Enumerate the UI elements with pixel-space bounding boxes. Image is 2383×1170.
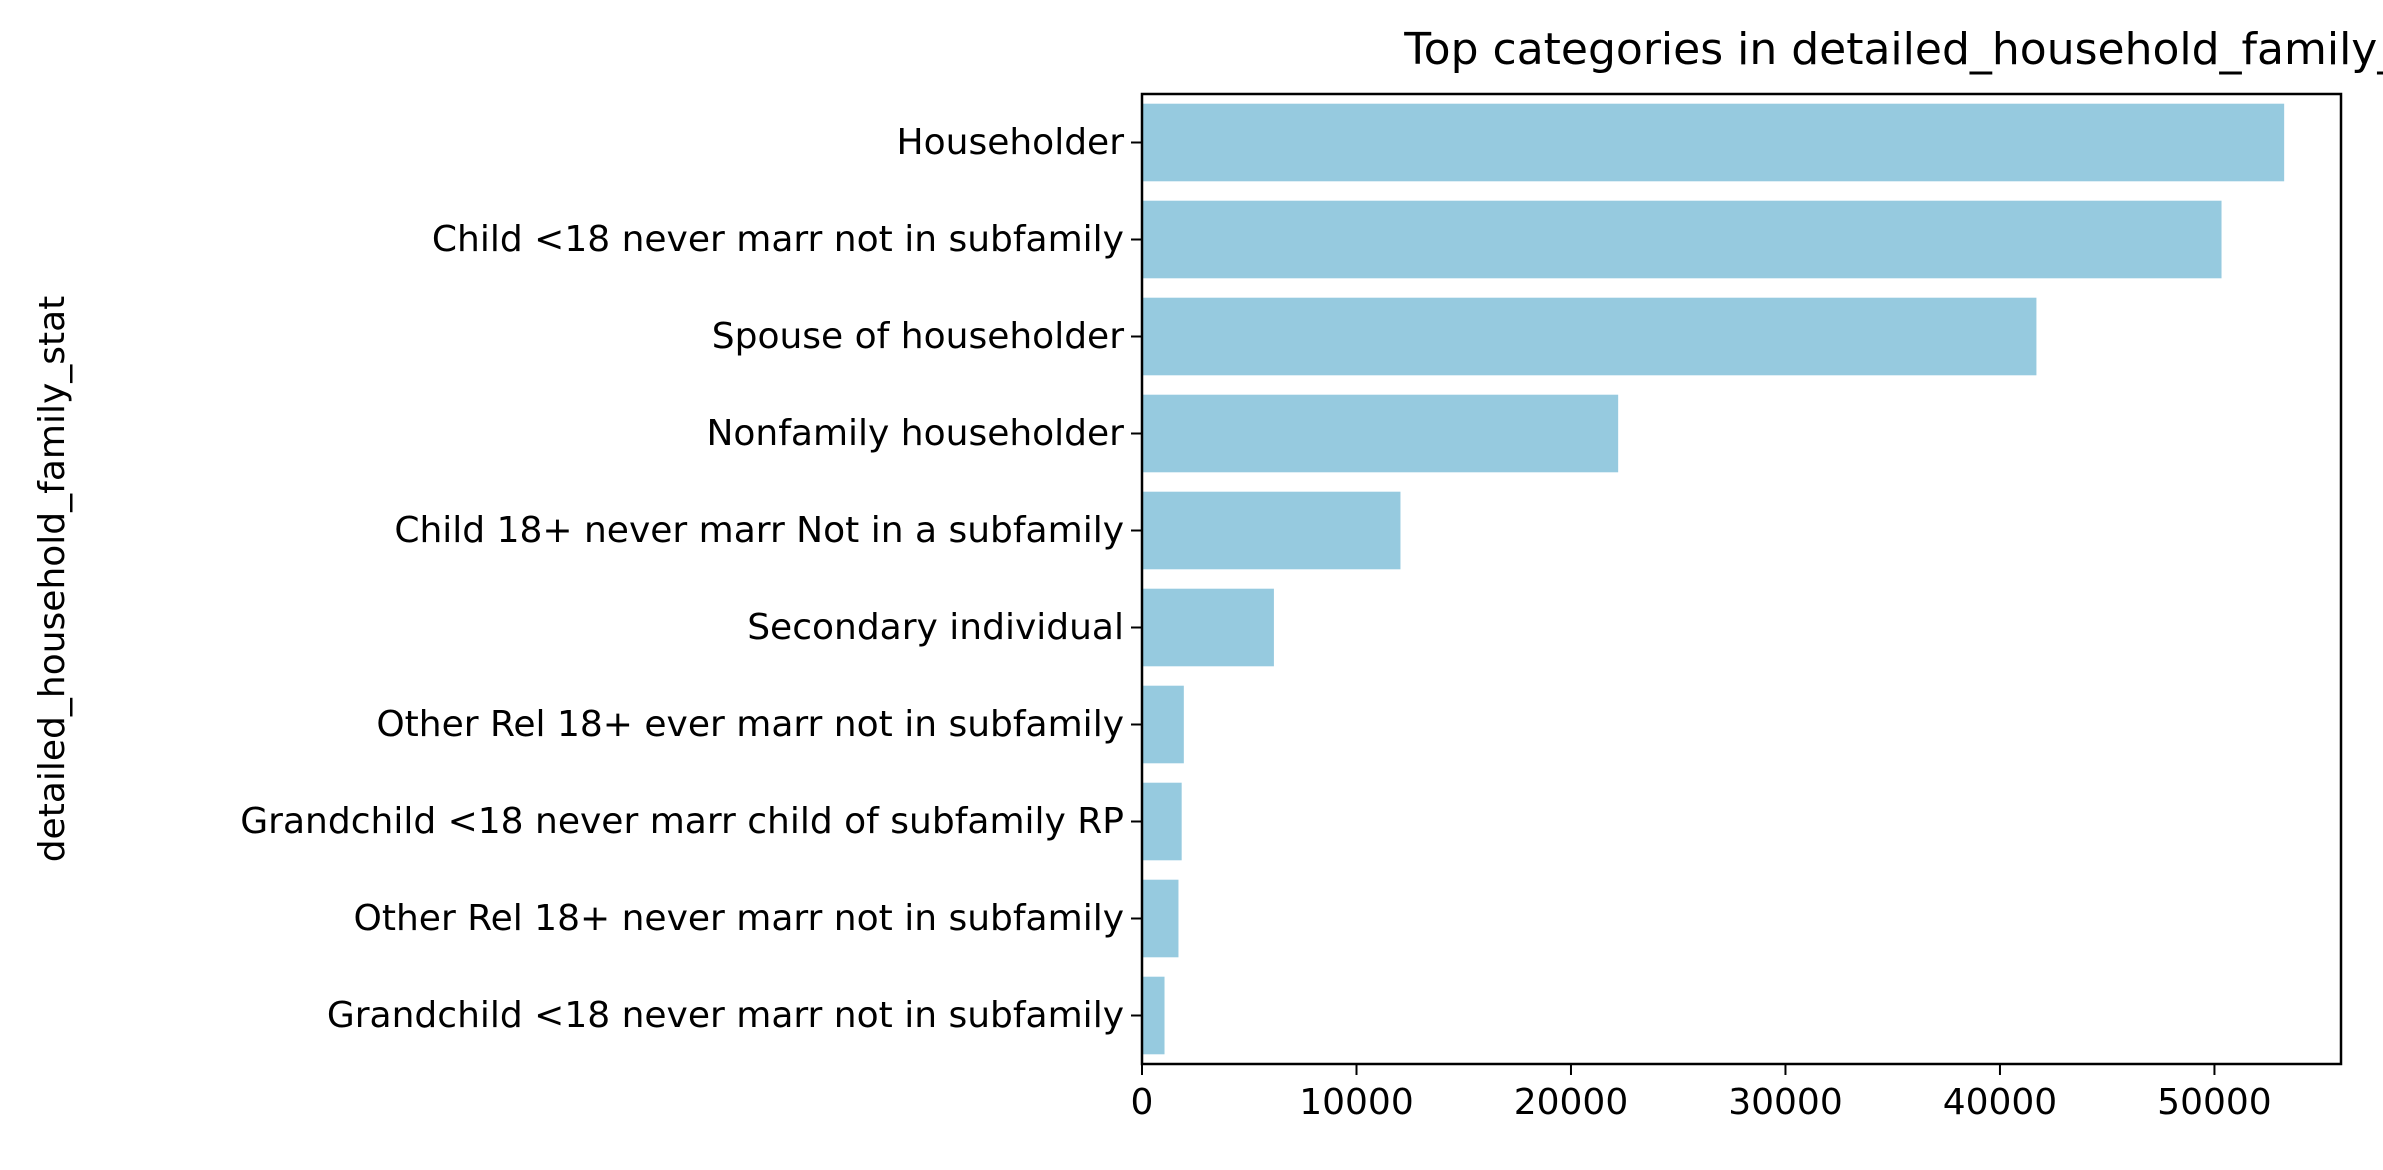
x-tick-label: 40000 bbox=[1943, 1082, 2058, 1123]
y-tick-label: Householder bbox=[897, 122, 1125, 163]
y-axis-title: detailed_household_family_stat bbox=[32, 296, 73, 863]
x-tick-label: 0 bbox=[1131, 1082, 1154, 1123]
bar bbox=[1142, 588, 1274, 667]
y-tick-label: Spouse of householder bbox=[712, 316, 1124, 357]
bars-group bbox=[1142, 103, 2285, 1055]
bar bbox=[1142, 491, 1401, 570]
bar bbox=[1142, 200, 2222, 279]
bar bbox=[1142, 685, 1184, 764]
bar bbox=[1142, 782, 1182, 861]
y-tick-label: Child 18+ never marr Not in a subfamily bbox=[394, 510, 1124, 551]
x-tick-label: 50000 bbox=[2157, 1082, 2272, 1123]
bar bbox=[1142, 879, 1179, 958]
bar bbox=[1142, 394, 1619, 473]
bar bbox=[1142, 297, 2037, 376]
x-tick-label: 30000 bbox=[1728, 1082, 1843, 1123]
x-ticks: 0 10000 20000 30000 40000 50000 bbox=[1131, 1064, 2272, 1123]
y-tick-label: Grandchild <18 never marr not in subfami… bbox=[327, 995, 1124, 1036]
x-tick-label: 20000 bbox=[1514, 1082, 1629, 1123]
y-tick-label: Grandchild <18 never marr child of subfa… bbox=[240, 801, 1124, 842]
y-tick-label: Child <18 never marr not in subfamily bbox=[432, 219, 1124, 260]
x-tick-label: 10000 bbox=[1299, 1082, 1414, 1123]
y-tick-label: Other Rel 18+ ever marr not in subfamily bbox=[376, 704, 1124, 745]
bar bbox=[1142, 103, 2285, 182]
chart-title: Top categories in detailed_household_fam… bbox=[1403, 24, 2383, 75]
y-tick-labels: Householder Child <18 never marr not in s… bbox=[240, 122, 1142, 1036]
bar bbox=[1142, 976, 1165, 1055]
y-tick-label: Nonfamily householder bbox=[706, 413, 1124, 454]
plot-frame bbox=[1140, 92, 2343, 1066]
y-tick-label: Secondary individual bbox=[747, 607, 1124, 648]
y-tick-label: Other Rel 18+ never marr not in subfamil… bbox=[354, 898, 1124, 939]
